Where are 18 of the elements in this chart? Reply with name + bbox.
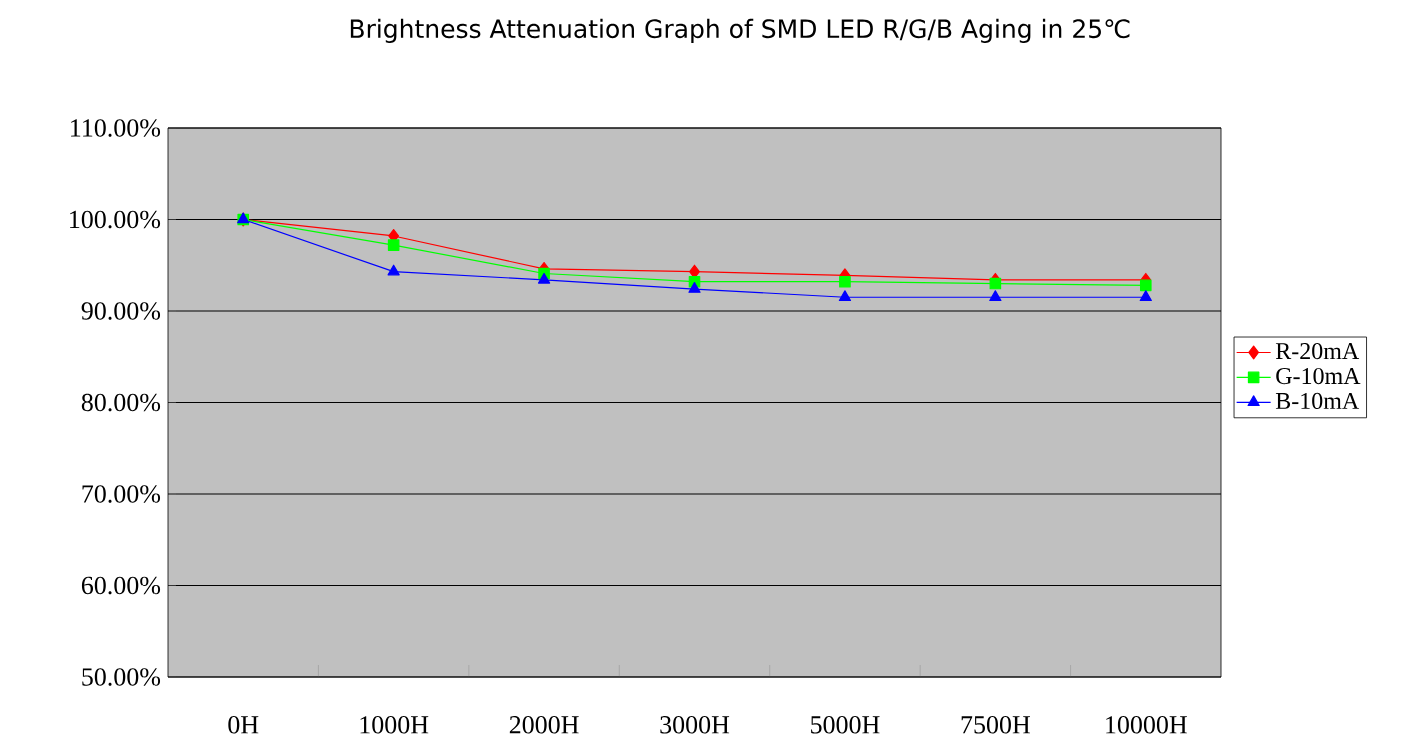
x-tick-label: 5000H [811, 716, 880, 734]
y-tick-label: 50.00% [82, 668, 161, 686]
x-tick-label: 2000H [509, 716, 579, 734]
y-tick-label: 100.00% [70, 210, 161, 229]
x-tick-label: 0H [228, 716, 259, 734]
x-tick-label: 3000H [660, 716, 730, 734]
chart-title: Brightness Attenuation Graph of SMD LED R/G/B Aging in 25℃ [350, 18, 1130, 44]
x-tick-label: 10000H [1106, 716, 1187, 734]
y-tick-label: 90.00% [81, 302, 161, 320]
x-tick-label: 7500H [961, 716, 1030, 734]
legend-label: B-10mA [1275, 392, 1360, 410]
y-tick-label: 110.00% [71, 119, 161, 137]
legend-label: G-10mA [1276, 367, 1361, 385]
y-tick-label: 80.00% [81, 393, 161, 412]
x-tick-label: 1000H [360, 716, 429, 734]
y-tick-label: 70.00% [82, 485, 161, 503]
y-tick-label: 60.00% [81, 576, 161, 595]
legend-label: R-20mA [1275, 343, 1360, 360]
